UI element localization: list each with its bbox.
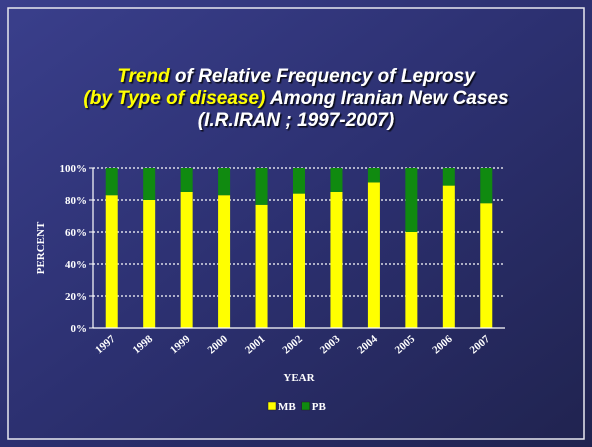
bar-segment [480,168,493,204]
bar-segment [143,200,156,328]
title-segment: Trend [117,66,170,87]
y-axis-label: PERCENT [35,221,47,274]
title-segment: (I.R.IRAN ; 1997-2007) [198,110,394,131]
bar-segment [405,232,418,328]
y-tick-label: 40% [65,259,87,271]
legend-swatch [301,401,310,411]
bar-segment [330,192,343,328]
title-line: (by Type of disease) Among Iranian New C… [83,88,508,109]
bar-segment [180,168,193,192]
y-tick-label: 80% [65,195,87,207]
y-tick-label: 60% [65,227,87,239]
title-segment: Among Iranian New Cases [265,88,508,109]
x-axis-label: YEAR [283,372,315,384]
bar-segment [180,192,193,328]
bar-segment [255,204,268,328]
title-line: (I.R.IRAN ; 1997-2007) [198,110,394,131]
bar-segment [367,182,380,328]
bar-segment [105,195,118,328]
bar-segment [442,168,455,186]
bar-segment [367,168,380,183]
y-tick-label: 100% [60,163,88,175]
title-segment: (by Type of disease) [83,88,265,109]
legend-label: MB [278,401,296,413]
bar-segment [442,185,455,328]
bar-segment [105,168,118,196]
title-line: Trend of Relative Frequency of Leprosy [117,66,476,87]
bar-segment [255,168,268,205]
legend-label: PB [312,401,327,413]
bar-segment [330,168,343,192]
legend-swatch [267,401,277,411]
y-tick-label: 0% [71,323,88,335]
frame [7,7,585,440]
bar-segment [143,168,156,200]
y-tick-label: 20% [65,291,87,303]
bar-segment [293,193,305,328]
bar-segment [218,195,231,328]
bar-segment [480,203,493,328]
bar-segment [218,168,231,196]
bar-segment [293,168,305,194]
bar-segment [405,168,418,232]
title-segment: of Relative Frequency of Leprosy [170,66,477,87]
